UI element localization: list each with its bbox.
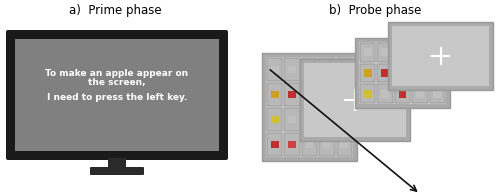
Bar <box>360 64 376 82</box>
Bar <box>360 43 376 62</box>
Bar <box>319 58 334 81</box>
Bar <box>284 83 300 106</box>
Bar <box>412 43 428 62</box>
Text: b)  Probe phase: b) Probe phase <box>329 4 421 17</box>
Bar <box>271 91 278 98</box>
Bar <box>416 90 424 98</box>
Bar <box>430 84 445 103</box>
Bar <box>434 69 441 77</box>
Bar <box>388 22 493 90</box>
Bar <box>364 69 372 77</box>
Bar <box>267 133 282 156</box>
Bar <box>267 58 282 81</box>
Bar <box>355 38 450 108</box>
Bar <box>306 116 314 123</box>
Bar <box>262 53 357 161</box>
Bar <box>336 58 352 81</box>
Bar <box>319 108 334 131</box>
Bar <box>336 133 352 156</box>
Bar <box>392 26 489 86</box>
Bar <box>271 141 278 148</box>
Bar <box>306 141 314 148</box>
Bar <box>430 64 445 82</box>
FancyBboxPatch shape <box>90 167 144 175</box>
Bar <box>359 42 446 104</box>
Bar <box>364 48 372 56</box>
Bar <box>364 90 372 98</box>
Bar <box>271 116 278 123</box>
Bar <box>340 116 348 123</box>
Bar <box>398 90 406 98</box>
Text: a)  Prime phase: a) Prime phase <box>68 4 162 17</box>
Bar <box>288 116 296 123</box>
Text: the screen,: the screen, <box>88 77 146 86</box>
Bar <box>302 133 317 156</box>
Bar <box>319 133 334 156</box>
Bar <box>15 39 219 151</box>
Bar <box>395 43 410 62</box>
Bar <box>381 48 389 56</box>
Bar <box>306 91 314 98</box>
Bar <box>284 108 300 131</box>
Bar <box>378 43 393 62</box>
Bar <box>288 141 296 148</box>
Bar <box>323 116 330 123</box>
Bar <box>266 57 353 157</box>
Bar <box>434 90 441 98</box>
Text: To make an apple appear on: To make an apple appear on <box>46 68 189 77</box>
Bar <box>304 63 406 137</box>
FancyBboxPatch shape <box>6 30 228 160</box>
Bar <box>288 66 296 73</box>
Bar <box>288 91 296 98</box>
Bar <box>416 48 424 56</box>
Bar <box>323 91 330 98</box>
Bar <box>271 66 278 73</box>
Bar <box>302 108 317 131</box>
Bar <box>306 66 314 73</box>
Bar <box>336 108 352 131</box>
Bar <box>300 59 410 141</box>
Bar <box>340 91 348 98</box>
Bar <box>340 66 348 73</box>
Bar <box>360 84 376 103</box>
Text: I need to press the left key.: I need to press the left key. <box>47 93 187 102</box>
Bar <box>378 84 393 103</box>
Bar <box>381 69 389 77</box>
Bar <box>284 58 300 81</box>
Bar <box>416 69 424 77</box>
Bar <box>302 58 317 81</box>
Bar <box>412 84 428 103</box>
Bar <box>381 90 389 98</box>
Bar <box>395 64 410 82</box>
Bar <box>323 66 330 73</box>
Bar <box>319 83 334 106</box>
Bar <box>395 84 410 103</box>
Bar <box>323 141 330 148</box>
Bar <box>412 64 428 82</box>
Bar <box>340 141 348 148</box>
Bar <box>398 48 406 56</box>
Bar <box>336 83 352 106</box>
Bar <box>108 158 126 168</box>
Bar <box>398 69 406 77</box>
Bar <box>430 43 445 62</box>
Bar <box>267 108 282 131</box>
Bar <box>302 83 317 106</box>
Bar <box>378 64 393 82</box>
Bar <box>267 83 282 106</box>
Bar <box>434 48 441 56</box>
Bar <box>284 133 300 156</box>
